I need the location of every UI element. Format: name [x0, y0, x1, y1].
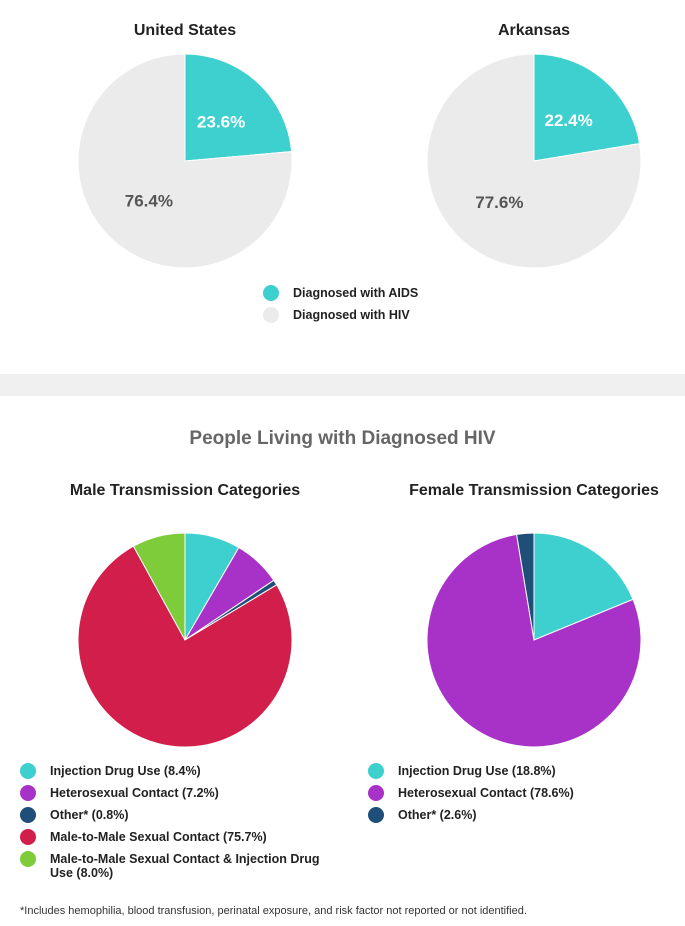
pie-slice-diagnosed-with-aids — [184, 53, 293, 162]
legend-item-male-other: Other* (0.8%) — [20, 807, 350, 823]
pie-chart-arkansas: 22.4% 77.6% — [426, 53, 642, 269]
pie-data-label: 23.6% — [197, 113, 245, 132]
legend-female: Injection Drug Use (18.8%) Heterosexual … — [368, 763, 668, 830]
legend-label: Other* (2.6%) — [398, 808, 477, 822]
legend-dot-icon — [368, 785, 384, 801]
section-title: People Living with Diagnosed HIV — [189, 428, 496, 449]
pie-slice-diagnosed-with-hiv — [426, 53, 642, 269]
pie-slice-diagnosed-with-aids — [533, 53, 641, 162]
pie-data-label: 76.4% — [125, 191, 173, 210]
legend-dot-icon — [20, 851, 36, 867]
legend-item-female-injection: Injection Drug Use (18.8%) — [368, 763, 668, 779]
legend-label: Heterosexual Contact (7.2%) — [50, 786, 219, 800]
chart-title-arkansas: Arkansas — [497, 22, 571, 39]
pie-slice-other-2-6 — [516, 532, 535, 641]
chart-title-male: Male Transmission Categories — [69, 482, 301, 499]
legend-item-hiv: Diagnosed with HIV — [263, 307, 418, 323]
legend-label: Other* (0.8%) — [50, 808, 129, 822]
legend-label: Diagnosed with AIDS — [293, 286, 419, 300]
legend-label: Male-to-Male Sexual Contact & Injection … — [50, 852, 320, 880]
legend-dot-icon — [368, 807, 384, 823]
legend-dot-icon — [20, 763, 36, 779]
legend-dot-icon — [20, 829, 36, 845]
legend-dot-icon — [263, 307, 279, 323]
legend-item-male-heterosexual: Heterosexual Contact (7.2%) — [20, 785, 350, 801]
legend-item-female-heterosexual: Heterosexual Contact (78.6%) — [368, 785, 668, 801]
pie-data-label: 77.6% — [475, 193, 523, 212]
pie-chart-female — [426, 532, 642, 748]
legend-male: Injection Drug Use (8.4%) Heterosexual C… — [20, 763, 350, 888]
pie-slice-heterosexual-contact-78-6 — [426, 533, 642, 748]
section-divider — [0, 374, 685, 396]
pie-slice-male-to-male-sexual-contact-injection-drug-use-8-0 — [132, 532, 186, 641]
legend-item-female-other: Other* (2.6%) — [368, 807, 668, 823]
legend-item-male-msm-idu: Male-to-Male Sexual Contact & Injection … — [20, 851, 340, 880]
pie-chart-male — [77, 532, 293, 748]
pie-slice-diagnosed-with-hiv — [77, 53, 293, 269]
legend-label: Injection Drug Use (8.4%) — [50, 764, 201, 778]
legend-item-male-msm: Male-to-Male Sexual Contact (75.7%) — [20, 829, 350, 845]
pie-slice-male-to-male-sexual-contact-75-7 — [77, 545, 293, 748]
pie-chart-us: 23.6% 76.4% — [77, 53, 293, 269]
legend-dot-icon — [263, 285, 279, 301]
legend-dot-icon — [368, 763, 384, 779]
pie-data-label: 22.4% — [545, 111, 593, 130]
chart-title-us: United States — [133, 22, 237, 39]
legend-label: Heterosexual Contact (78.6%) — [398, 786, 574, 800]
legend-item-aids: Diagnosed with AIDS — [263, 285, 419, 301]
chart-title-female: Female Transmission Categories — [409, 482, 659, 499]
legend-label: Injection Drug Use (18.8%) — [398, 764, 556, 778]
pie-slice-injection-drug-use-18-8 — [533, 532, 634, 641]
legend-label: Diagnosed with HIV — [293, 308, 410, 322]
footnote: *Includes hemophilia, blood transfusion,… — [20, 905, 527, 917]
legend-dot-icon — [20, 785, 36, 801]
legend-item-male-injection: Injection Drug Use (8.4%) — [20, 763, 350, 779]
legend-label: Male-to-Male Sexual Contact (75.7%) — [50, 830, 267, 844]
legend-aids-hiv: Diagnosed with AIDS Diagnosed with HIV — [263, 285, 419, 330]
legend-dot-icon — [20, 807, 36, 823]
